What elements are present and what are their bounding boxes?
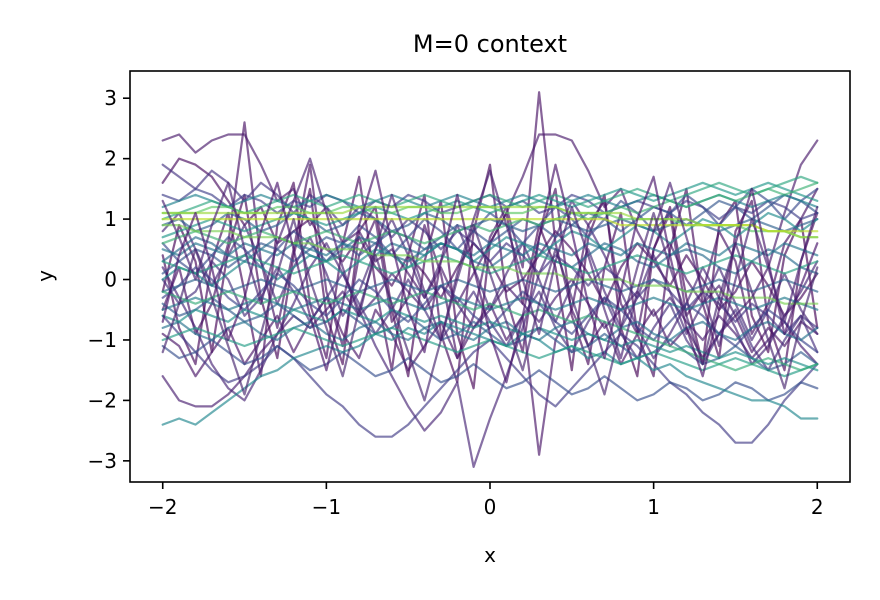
series-line-24 [161, 296, 819, 311]
series-line-39 [161, 163, 819, 384]
x-tick-label: −1 [312, 495, 341, 519]
y-tick-label: −2 [88, 388, 117, 412]
y-axis-title: y [33, 270, 57, 282]
series-line-40 [161, 157, 819, 360]
y-tick-label: 0 [104, 268, 117, 292]
x-tick-label: 1 [647, 495, 660, 519]
y-tick-label: −3 [88, 449, 117, 473]
y-tick-label: 1 [104, 207, 117, 231]
y-tick-label: 2 [104, 147, 117, 171]
series-line-11 [161, 163, 819, 335]
series-line-36 [161, 224, 819, 305]
series-line-23 [161, 242, 819, 257]
x-axis-title: x [484, 543, 496, 567]
x-tick-label: 0 [484, 495, 497, 519]
series-line-33 [161, 290, 819, 372]
series-line-27 [161, 211, 819, 287]
series-line-41 [161, 211, 819, 402]
series-line-22 [161, 320, 819, 342]
series-line-34 [161, 181, 819, 245]
y-axis: −3 −2 −1 0 1 2 3 [88, 86, 130, 473]
series-line-29 [161, 181, 819, 239]
y-tick-label: 3 [104, 86, 117, 110]
y-tick-label: −1 [88, 328, 117, 352]
chart-title: M=0 context [413, 30, 567, 58]
x-tick-label: −2 [148, 495, 177, 519]
series-line-4 [161, 91, 819, 360]
series-line-16 [161, 338, 819, 402]
x-tick-label: 2 [811, 495, 824, 519]
series-line-32 [161, 175, 819, 221]
series-layer [161, 91, 819, 468]
series-line-20 [161, 278, 819, 293]
series-line-30 [161, 326, 819, 378]
x-axis: −2 −1 0 1 2 [148, 482, 824, 519]
series-line-8 [161, 199, 819, 468]
series-line-38 [161, 218, 819, 233]
